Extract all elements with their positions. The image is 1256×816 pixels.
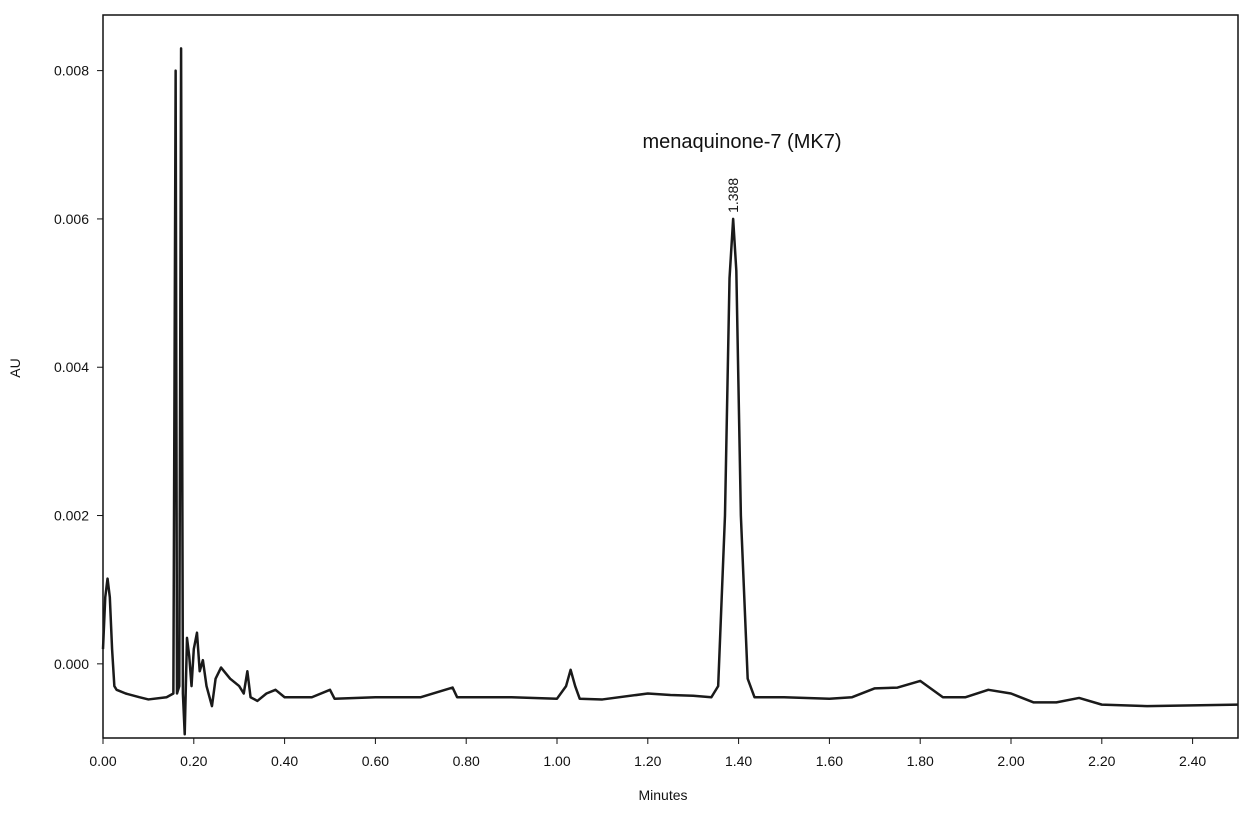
x-tick-label: 1.80	[907, 753, 934, 769]
x-tick-label: 0.80	[453, 753, 480, 769]
y-tick-label: 0.006	[54, 211, 89, 227]
y-axis-label: AU	[7, 358, 23, 377]
y-tick-label: 0.004	[54, 359, 89, 375]
x-tick-label: 1.60	[816, 753, 843, 769]
x-tick-label: 2.40	[1179, 753, 1206, 769]
y-tick-label: 0.002	[54, 508, 89, 524]
x-tick-label: 2.00	[997, 753, 1024, 769]
x-tick-label: 0.40	[271, 753, 298, 769]
x-tick-label: 0.20	[180, 753, 207, 769]
peak-label: 1.388	[725, 178, 741, 213]
trace	[101, 47, 1239, 736]
x-tick-label: 1.00	[543, 753, 570, 769]
x-tick-label: 0.60	[362, 753, 389, 769]
y-tick-label: 0.008	[54, 63, 89, 79]
x-tick-label: 1.40	[725, 753, 752, 769]
plot-frame	[102, 14, 1239, 739]
x-tick-label: 0.00	[89, 753, 116, 769]
x-axis-label: Minutes	[638, 787, 687, 803]
annotation: menaquinone-7 (MK7)	[643, 131, 842, 153]
x-tick-label: 1.20	[634, 753, 661, 769]
y-tick-label: 0.000	[54, 656, 89, 672]
x-tick-label: 2.20	[1088, 753, 1115, 769]
